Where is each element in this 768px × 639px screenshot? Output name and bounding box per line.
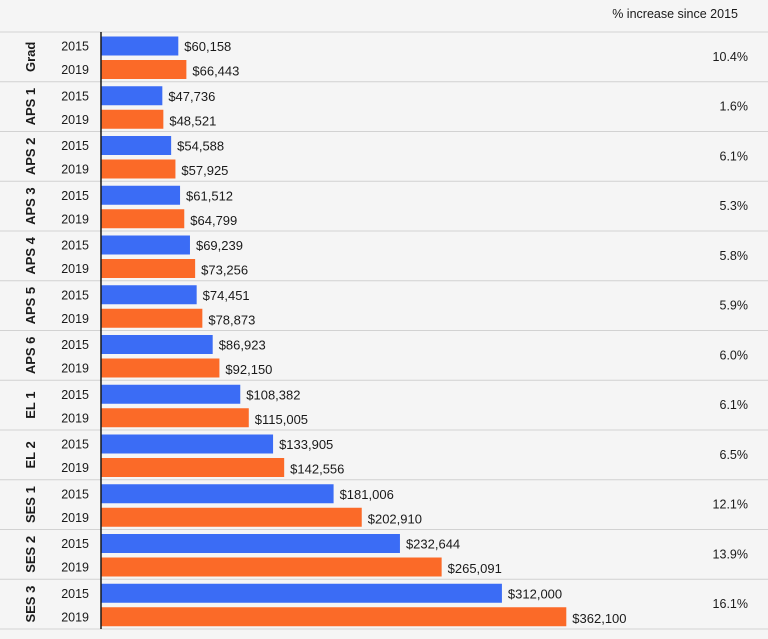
bar-el-1-2019 — [101, 408, 249, 428]
pct-increase-aps-4: 5.8% — [720, 249, 749, 263]
bar-aps-2-2019 — [101, 159, 176, 179]
category-label-aps-2: APS 2 — [23, 138, 38, 176]
category-label-aps-5: APS 5 — [23, 287, 38, 325]
value-label-aps-2-2015: $54,588 — [177, 139, 224, 154]
bar-el-2-2015 — [101, 434, 274, 454]
value-label-aps-1-2015: $47,736 — [168, 89, 215, 104]
year-label-2015: 2015 — [61, 288, 89, 302]
bar-el-2-2019 — [101, 458, 285, 477]
bar-aps-6-2015 — [101, 335, 213, 354]
value-label-ses-2-2019: $265,091 — [448, 561, 502, 576]
year-label-2015: 2015 — [61, 388, 89, 402]
value-label-grad-2015: $60,158 — [184, 39, 231, 54]
value-label-el-1-2015: $108,382 — [246, 387, 300, 402]
bar-ses-1-2019 — [101, 507, 362, 527]
bar-el-1-2015 — [101, 384, 241, 404]
pct-increase-ses-2: 13.9% — [713, 547, 748, 561]
value-label-aps-5-2015: $74,451 — [203, 288, 250, 303]
bar-aps-5-2015 — [101, 285, 197, 305]
pct-increase-ses-3: 16.1% — [713, 597, 748, 611]
bar-aps-2-2015 — [101, 136, 172, 155]
value-label-ses-1-2019: $202,910 — [368, 511, 422, 526]
year-label-2019: 2019 — [61, 163, 89, 177]
pct-increase-ses-1: 12.1% — [713, 498, 748, 512]
year-label-2019: 2019 — [61, 63, 89, 77]
year-label-2019: 2019 — [61, 362, 89, 376]
pct-increase-aps-1: 1.6% — [720, 100, 749, 114]
bar-ses-3-2015 — [101, 583, 502, 603]
category-label-el-2: EL 2 — [23, 441, 38, 468]
pct-increase-grad: 10.4% — [713, 50, 748, 64]
category-label-aps-6: APS 6 — [23, 337, 38, 375]
value-label-ses-2-2015: $232,644 — [406, 537, 460, 552]
category-label-aps-1: APS 1 — [23, 88, 38, 126]
value-label-aps-3-2015: $61,512 — [186, 188, 233, 203]
pct-increase-el-1: 6.1% — [720, 398, 749, 412]
bar-aps-5-2019 — [101, 308, 203, 328]
year-label-2019: 2019 — [61, 610, 89, 624]
category-label-ses-3: SES 3 — [23, 586, 38, 623]
pct-increase-aps-6: 6.0% — [720, 348, 749, 362]
bar-aps-4-2019 — [101, 259, 196, 278]
pct-increase-header: % increase since 2015 — [612, 7, 738, 21]
bar-grad-2015 — [101, 36, 179, 56]
bar-aps-1-2015 — [101, 86, 163, 106]
bar-aps-4-2015 — [101, 235, 190, 255]
value-label-el-1-2019: $115,005 — [255, 412, 308, 427]
value-label-aps-2-2019: $57,925 — [181, 163, 228, 178]
year-label-2015: 2015 — [61, 338, 89, 352]
year-label-2015: 2015 — [61, 537, 89, 551]
bar-ses-2-2015 — [101, 534, 400, 553]
year-label-2019: 2019 — [61, 212, 89, 226]
year-label-2019: 2019 — [61, 561, 89, 575]
value-label-ses-1-2015: $181,006 — [340, 487, 394, 502]
year-label-2015: 2015 — [61, 587, 89, 601]
category-label-ses-1: SES 1 — [23, 486, 38, 523]
value-label-aps-6-2015: $86,923 — [219, 338, 266, 353]
year-label-2015: 2015 — [61, 438, 89, 452]
value-label-aps-1-2019: $48,521 — [169, 113, 216, 128]
bar-ses-3-2019 — [101, 607, 567, 627]
value-label-el-2-2019: $142,556 — [290, 462, 344, 477]
year-label-2019: 2019 — [61, 511, 89, 525]
value-label-aps-6-2019: $92,150 — [225, 362, 272, 377]
year-label-2015: 2015 — [61, 40, 89, 54]
value-label-aps-5-2019: $78,873 — [208, 312, 255, 327]
year-label-2019: 2019 — [61, 411, 89, 425]
category-label-aps-4: APS 4 — [23, 236, 38, 274]
year-label-2019: 2019 — [61, 262, 89, 276]
bar-grad-2019 — [101, 60, 187, 79]
category-label-grad: Grad — [23, 42, 38, 72]
category-label-aps-3: APS 3 — [23, 187, 38, 225]
pct-increase-aps-5: 5.9% — [720, 299, 749, 313]
value-label-ses-3-2019: $362,100 — [572, 611, 626, 626]
bar-ses-1-2015 — [101, 484, 334, 504]
year-label-2015: 2015 — [61, 487, 89, 501]
pct-increase-aps-3: 5.3% — [720, 199, 749, 213]
year-label-2019: 2019 — [61, 312, 89, 326]
pct-increase-el-2: 6.5% — [720, 448, 749, 462]
year-label-2019: 2019 — [61, 461, 89, 475]
bar-aps-3-2015 — [101, 185, 181, 205]
category-label-ses-2: SES 2 — [23, 536, 38, 573]
pct-increase-aps-2: 6.1% — [720, 149, 749, 163]
bar-ses-2-2019 — [101, 557, 442, 577]
year-label-2015: 2015 — [61, 189, 89, 203]
value-label-ses-3-2015: $312,000 — [508, 586, 562, 601]
value-label-grad-2019: $66,443 — [192, 64, 239, 79]
bar-aps-1-2019 — [101, 109, 164, 129]
value-label-aps-3-2019: $64,799 — [190, 213, 237, 228]
value-label-aps-4-2019: $73,256 — [201, 263, 248, 278]
year-label-2015: 2015 — [61, 89, 89, 103]
year-label-2015: 2015 — [61, 139, 89, 153]
year-label-2019: 2019 — [61, 113, 89, 127]
category-label-el-1: EL 1 — [23, 392, 38, 419]
value-label-el-2-2015: $133,905 — [279, 437, 333, 452]
year-label-2015: 2015 — [61, 239, 89, 253]
value-label-aps-4-2015: $69,239 — [196, 238, 243, 253]
bar-aps-6-2019 — [101, 358, 220, 378]
bar-aps-3-2019 — [101, 209, 185, 229]
